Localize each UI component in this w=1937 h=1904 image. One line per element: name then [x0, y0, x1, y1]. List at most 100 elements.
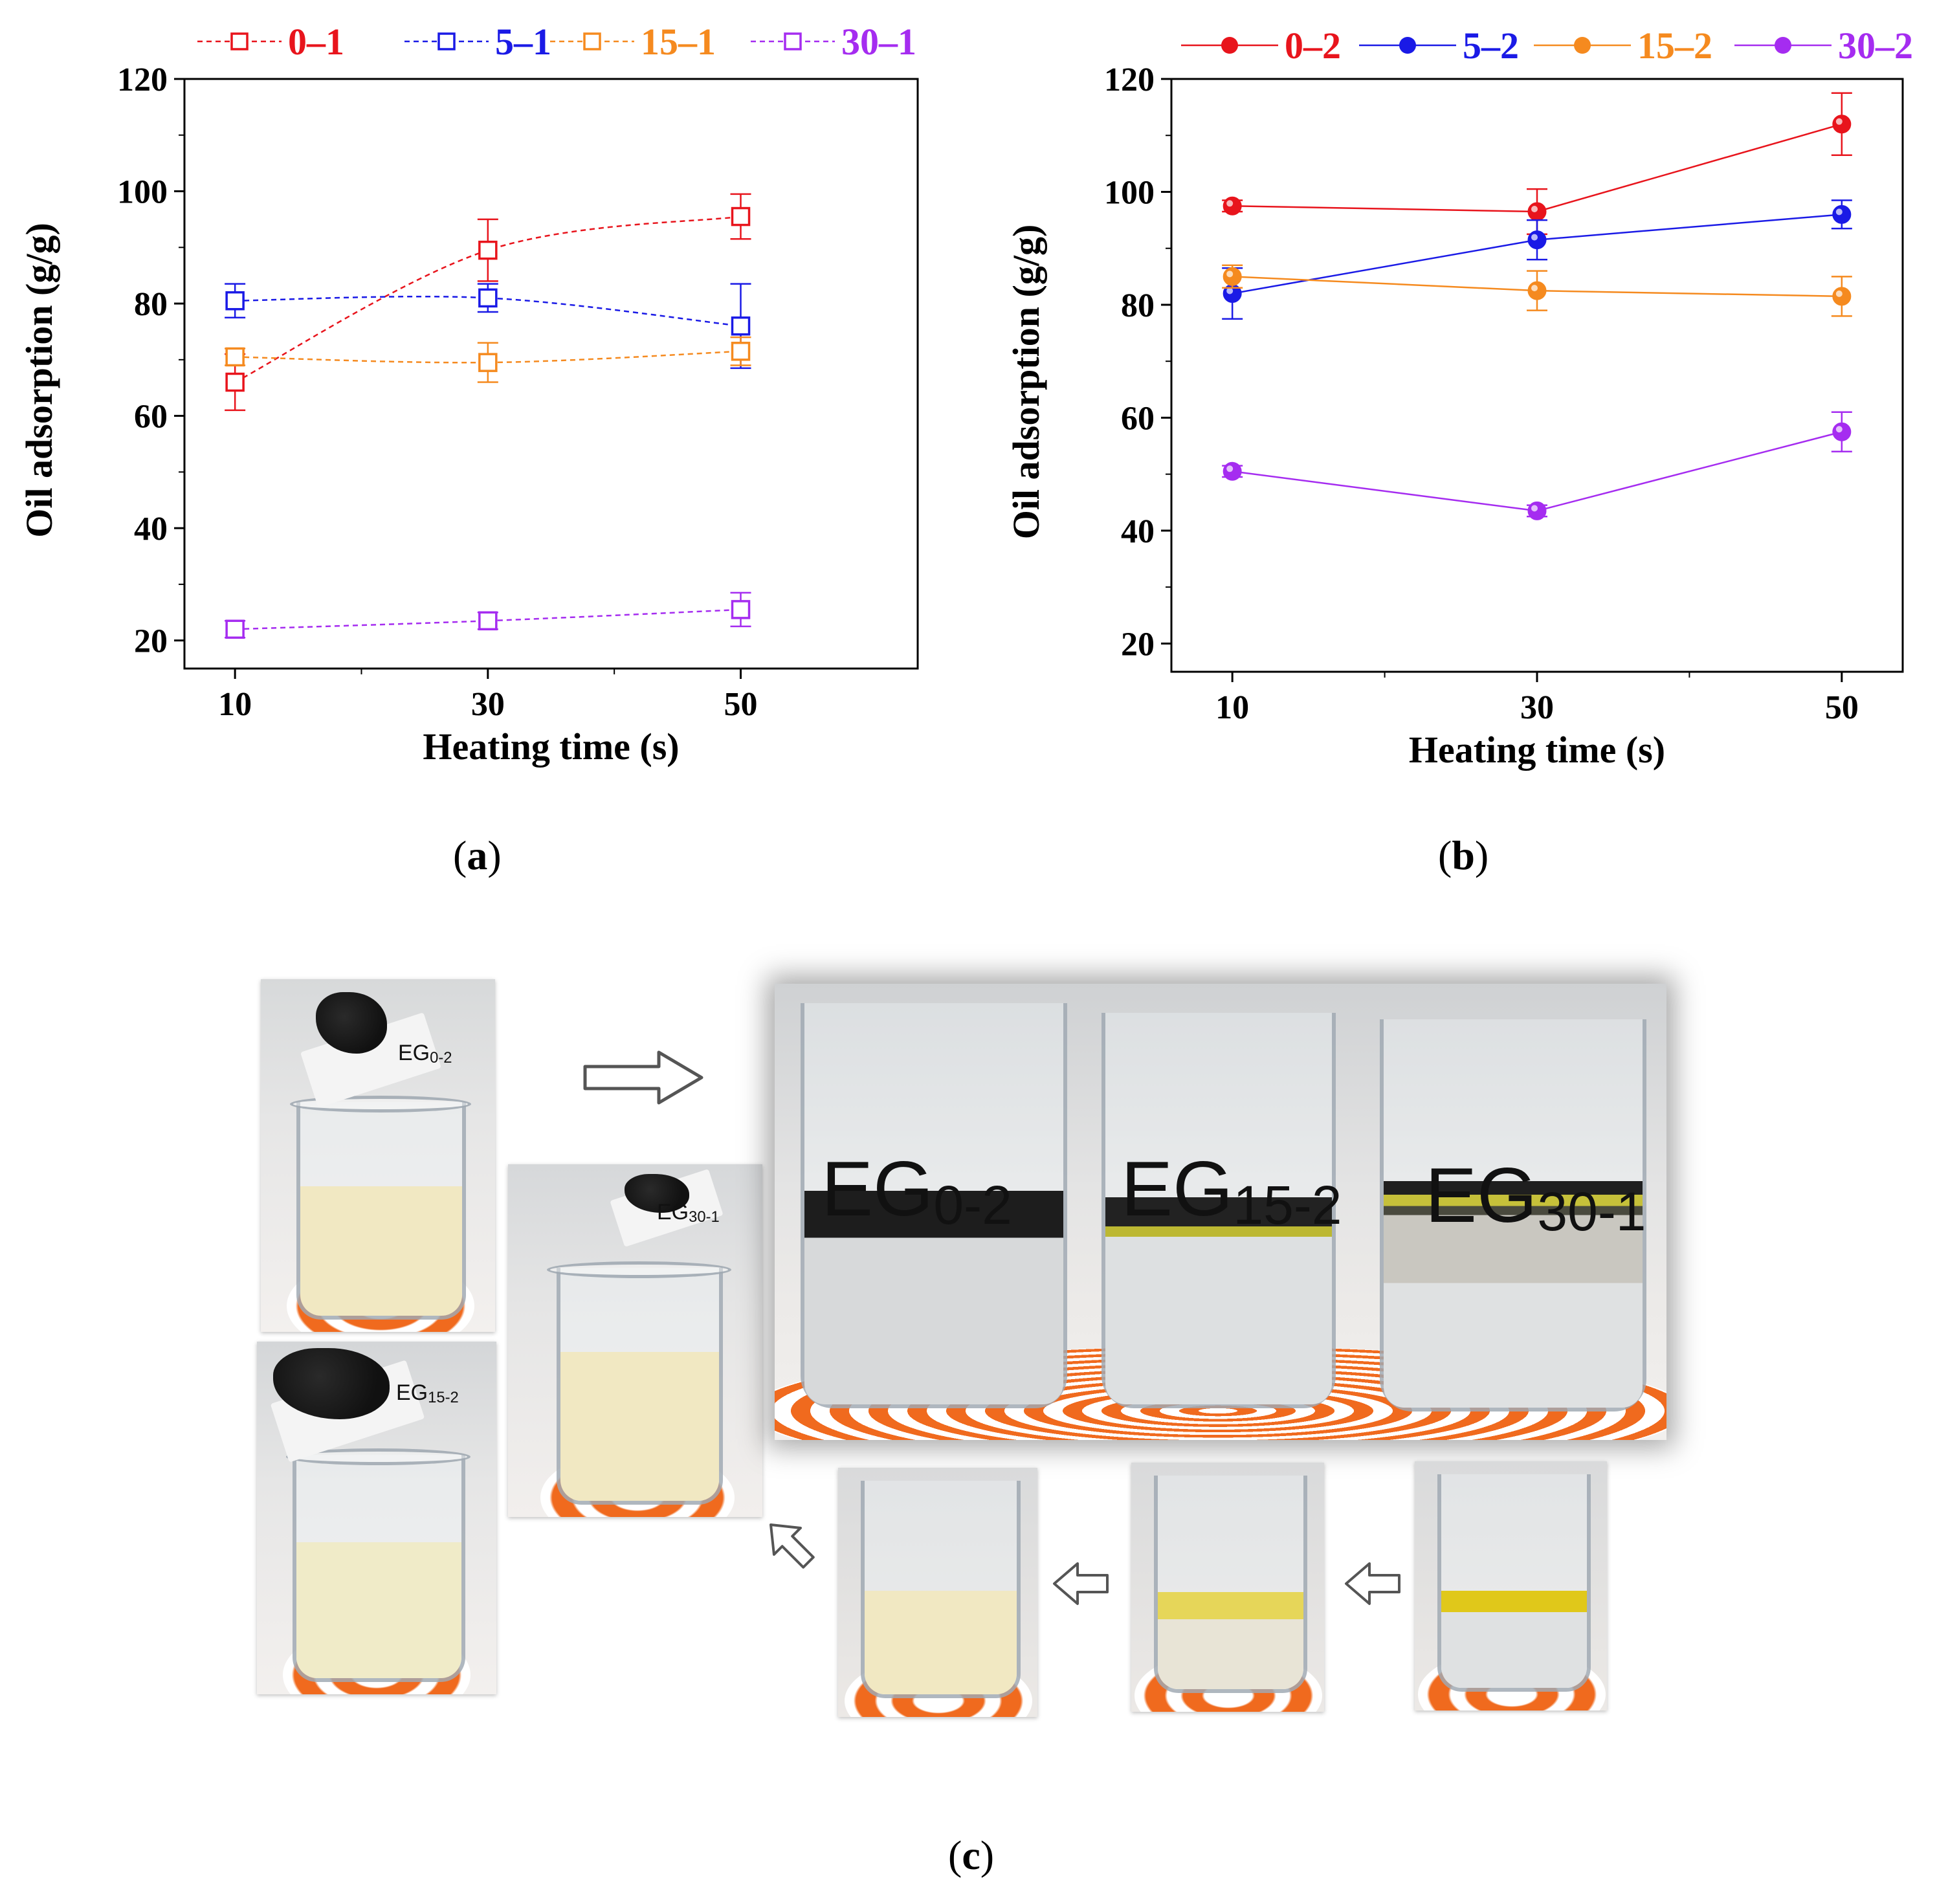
legend-label: 15–2: [1637, 25, 1712, 67]
data-point-highlight: [1226, 200, 1234, 207]
y-tick-label: 80: [134, 286, 168, 323]
y-tick-label: 100: [117, 174, 168, 211]
data-point: [1223, 196, 1242, 216]
arrow-up-left-icon: [769, 1523, 815, 1569]
x-tick-label: 30: [471, 686, 505, 723]
photo-label-eg301-large: EG30-1: [1425, 1152, 1646, 1242]
legend-marker: [230, 32, 249, 50]
legend-label: 5–1: [495, 21, 551, 63]
data-point: [225, 291, 245, 311]
panel-label-a: (a): [453, 832, 502, 878]
data-point-highlight: [1531, 505, 1538, 512]
legend-marker: [583, 32, 601, 50]
photo-label-eg152-large: EG15-2: [1121, 1146, 1342, 1235]
data-point-highlight: [1835, 118, 1843, 125]
x-tick-label: 50: [724, 686, 758, 723]
data-point-highlight: [1531, 206, 1538, 213]
photo-label-eg02-large: EG0-2: [821, 1146, 1012, 1235]
panel-label-b: (b): [1438, 832, 1489, 878]
photo-label-eg152: EG15-2: [396, 1380, 459, 1406]
arrow-left-icon: [1053, 1562, 1109, 1605]
x-tick-label: 50: [1825, 689, 1859, 726]
data-point: [225, 347, 245, 367]
data-point: [225, 619, 245, 639]
data-point: [731, 600, 751, 619]
y-axis-label: Oil adsorption (g/g): [18, 223, 60, 538]
legend-marker: [784, 32, 802, 50]
x-axis-label: Heating time (s): [1409, 729, 1665, 771]
y-tick-label: 120: [117, 61, 168, 98]
data-point-highlight: [1531, 234, 1538, 241]
legend-marker: [1399, 37, 1416, 54]
photo-label-eg301: EG30-1: [657, 1200, 720, 1226]
data-point: [1223, 461, 1242, 481]
data-point: [1832, 205, 1852, 224]
y-tick-label: 60: [134, 399, 168, 436]
photo-oil-water-layer: [1415, 1461, 1607, 1710]
y-tick-label: 20: [1121, 626, 1155, 663]
arrow-left-icon: [1345, 1562, 1400, 1605]
photo-label-eg02: EG0-2: [398, 1041, 452, 1067]
plot-frame: [1170, 78, 1904, 673]
data-point-highlight: [1835, 208, 1843, 216]
data-point: [478, 288, 498, 308]
legend-label: 0–2: [1285, 25, 1341, 67]
data-point: [731, 316, 751, 336]
x-tick-label: 30: [1520, 689, 1554, 726]
data-point: [731, 342, 751, 361]
data-point: [1527, 281, 1547, 300]
arrow-right-icon: [583, 1050, 703, 1105]
data-point-highlight: [1226, 465, 1234, 472]
charts-canvas: 20 40 60 80 100 120 10 30 50 Heating time (s) Oil …: [18, 21, 1913, 771]
y-tick-label: 20: [134, 623, 168, 660]
photo-three-beakers: EG0-2 EG15-2 EG30-1: [775, 984, 1666, 1440]
legend-marker: [437, 32, 456, 50]
series-line: [235, 608, 741, 630]
data-point: [478, 353, 498, 372]
photo-emulsion-stirred: [838, 1468, 1037, 1717]
data-point: [225, 372, 245, 392]
data-point-highlight: [1226, 287, 1234, 294]
data-point-highlight: [1835, 426, 1843, 433]
plot-frame: [183, 78, 919, 670]
y-tick-label: 120: [1104, 61, 1155, 98]
photo-eg02-pouring: EG0-2: [261, 979, 495, 1332]
legend-label: 0–1: [288, 21, 344, 63]
panel-label-c: (c): [948, 1832, 995, 1878]
data-point: [1832, 287, 1852, 306]
series-line: [235, 295, 741, 327]
y-tick-label: 40: [134, 511, 168, 548]
data-point: [731, 206, 751, 227]
y-axis-label: Oil adsorption (g/g): [1005, 225, 1047, 540]
data-point: [478, 240, 498, 260]
y-tick-label: 40: [1121, 513, 1155, 550]
legend-label: 30–1: [841, 21, 916, 63]
series-line: [235, 350, 741, 364]
legend-marker: [1574, 37, 1591, 54]
photo-oil-water-stirring: [1131, 1463, 1324, 1712]
chart-panel-a: 20 40 60 80 100 120 10 30 50 Heating time (s) Oil …: [18, 21, 919, 768]
data-point: [1832, 115, 1852, 134]
chart-panel-b: 20 40 60 80 100 120 10 30 50 Heating time (s) Oil …: [1005, 25, 1913, 771]
data-point: [1527, 230, 1547, 250]
photo-eg152-pouring: EG15-2: [257, 1342, 496, 1694]
data-point: [1223, 267, 1242, 286]
x-tick-label: 10: [218, 686, 252, 723]
data-point-highlight: [1835, 290, 1843, 297]
legend-label: 15–1: [641, 21, 716, 63]
legend-label: 5–2: [1463, 25, 1519, 67]
y-tick-label: 100: [1104, 174, 1155, 211]
y-tick-label: 60: [1121, 400, 1155, 437]
y-tick-label: 80: [1121, 287, 1155, 324]
x-axis-label: Heating time (s): [423, 725, 679, 768]
data-point: [1527, 501, 1547, 520]
series-line: [1232, 431, 1843, 512]
data-point-highlight: [1531, 285, 1538, 292]
data-point: [478, 611, 498, 631]
data-point: [1832, 422, 1852, 441]
legend-label: 30–2: [1838, 25, 1913, 67]
x-tick-label: 10: [1215, 689, 1249, 726]
data-point-highlight: [1226, 271, 1234, 278]
legend-marker: [1775, 37, 1791, 54]
data-point: [1527, 202, 1547, 221]
